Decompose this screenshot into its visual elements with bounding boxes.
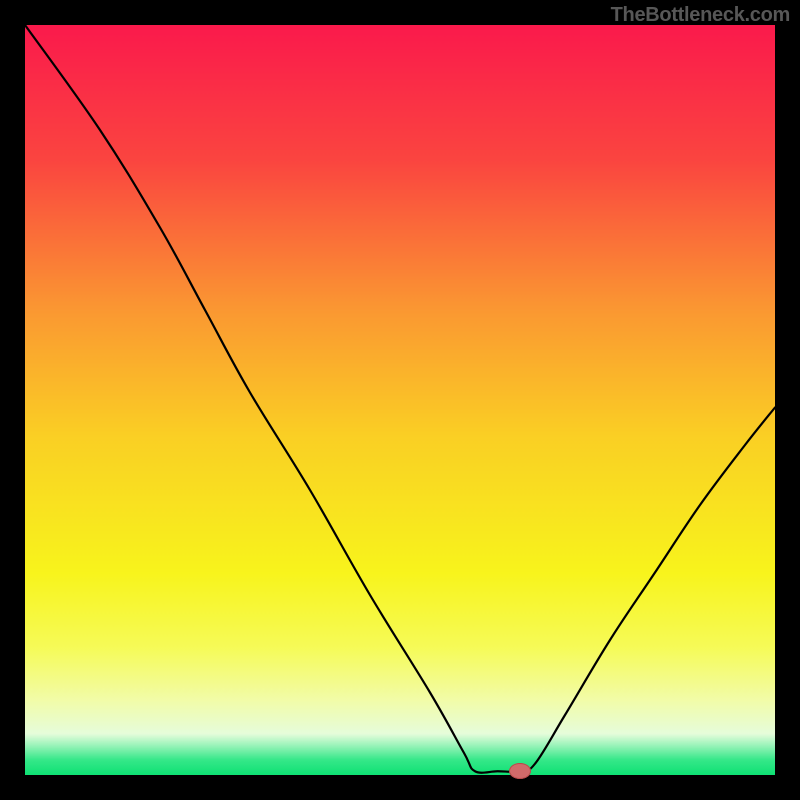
chart-container: { "attribution": "TheBottleneck.com", "c…: [0, 0, 800, 800]
chart-gradient-background: [25, 25, 775, 775]
optimum-marker: [509, 763, 531, 779]
attribution-label: TheBottleneck.com: [611, 4, 790, 27]
